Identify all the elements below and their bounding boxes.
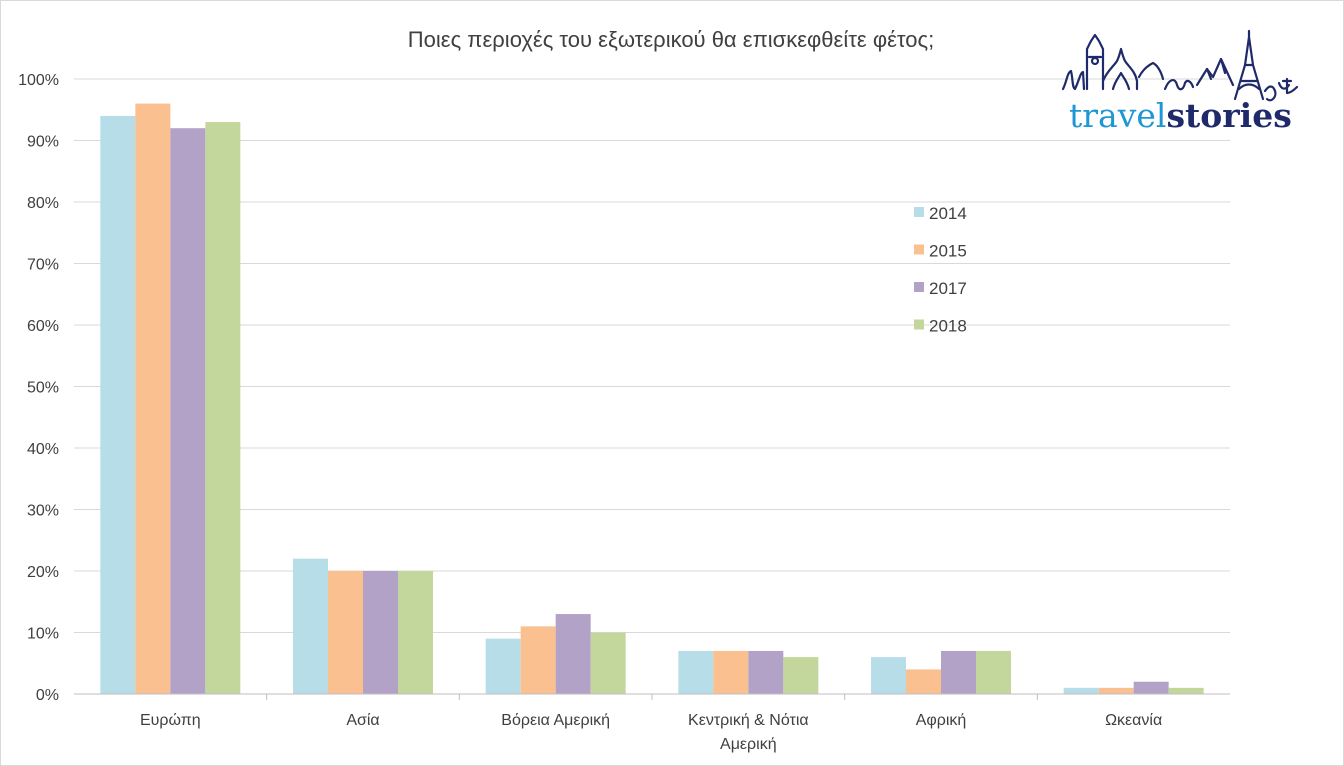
bar — [590, 632, 626, 694]
x-category-label: Ευρώπη — [140, 712, 201, 729]
x-category-label: Κεντρική & Νότια Αμερική — [688, 712, 809, 753]
x-category-label: Ωκεανία — [1105, 712, 1162, 729]
x-category-label-line: Ωκεανία — [1105, 712, 1162, 729]
bar — [1063, 687, 1099, 694]
legend-label: 2017 — [929, 279, 967, 298]
gridlines — [74, 78, 1230, 633]
y-tick-label: 90% — [27, 134, 59, 151]
legend: 2014 2015 2017 2018 — [914, 204, 967, 336]
bar — [205, 122, 241, 695]
x-category-label-line: Ευρώπη — [140, 712, 201, 729]
y-tick-label: 50% — [27, 380, 59, 397]
legend-label: 2014 — [929, 204, 967, 223]
x-category-label-line: Βόρεια Αμερική — [501, 712, 610, 729]
bar — [398, 571, 433, 694]
logo-wordmark-stories: stories — [1166, 96, 1291, 135]
bar — [1133, 681, 1169, 694]
bar — [363, 571, 398, 694]
y-tick-label: 80% — [27, 195, 59, 212]
y-tick-label: 100% — [18, 72, 59, 89]
legend-swatch — [914, 319, 924, 330]
bar — [906, 669, 941, 694]
bar — [328, 571, 363, 694]
travelstories-logo: travelstories — [1061, 29, 1299, 135]
legend-swatch — [914, 282, 924, 292]
x-axis-category-labels: Ευρώπη Ασία Βόρεια Αμερική Κεντρική & Νότια… — [140, 712, 1162, 753]
bars — [100, 103, 1204, 695]
bar — [555, 614, 591, 694]
bar — [135, 103, 171, 695]
chart-title: Ποιες περιοχές του εξωτερικού θα επισκεφ… — [408, 27, 934, 52]
bar — [941, 650, 976, 694]
logo-wordmark: travelstories — [1069, 96, 1292, 135]
x-category-label-line: Αφρική — [916, 712, 967, 729]
bar — [783, 657, 819, 694]
x-category-label-line: Κεντρική & Νότια — [688, 712, 809, 729]
x-category-label-line: Αμερική — [720, 736, 777, 753]
bar — [170, 128, 206, 694]
bar — [293, 558, 328, 694]
legend-swatch — [914, 244, 924, 255]
y-tick-label: 30% — [27, 503, 59, 520]
bar — [520, 626, 556, 694]
skyline-drawing-icon — [1061, 29, 1299, 102]
x-category-label: Αφρική — [916, 712, 967, 729]
x-category-label: Ασία — [346, 712, 379, 729]
y-tick-label: 60% — [27, 318, 59, 335]
logo-wordmark-travel: travel — [1069, 96, 1166, 135]
bar — [485, 638, 521, 694]
bar — [713, 650, 749, 694]
legend-label: 2018 — [929, 317, 967, 336]
x-category-label-line: Ασία — [346, 712, 379, 729]
legend-swatch — [914, 207, 924, 217]
legend-label: 2015 — [929, 242, 967, 261]
x-axis — [74, 693, 1230, 700]
y-tick-label: 20% — [27, 564, 59, 581]
bar — [1168, 687, 1204, 694]
bar — [100, 115, 136, 694]
y-tick-label: 0% — [36, 687, 59, 704]
bar — [976, 650, 1011, 694]
x-category-label: Βόρεια Αμερική — [501, 712, 610, 729]
bar — [678, 650, 714, 694]
y-tick-label: 40% — [27, 441, 59, 458]
bar — [1098, 687, 1134, 694]
y-tick-label: 10% — [27, 626, 59, 643]
y-axis-tick-labels: 0% 10% 20% 30% 40% 50% 60% 70% 80% 90% 100% — [18, 72, 59, 704]
y-tick-label: 70% — [27, 257, 59, 274]
bar — [871, 657, 906, 694]
bar — [748, 650, 784, 694]
